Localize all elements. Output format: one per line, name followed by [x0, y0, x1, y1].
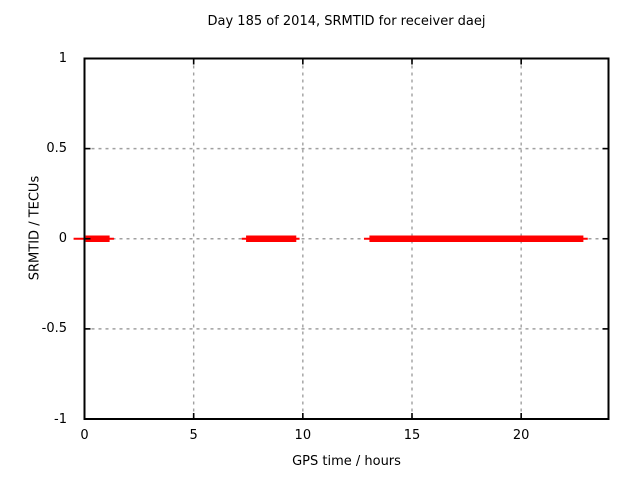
y-tick-label: -1 [54, 411, 67, 427]
x-axis-label: GPS time / hours [292, 454, 401, 469]
x-tick-label: 0 [80, 428, 89, 443]
y-tick-label: 1 [58, 51, 67, 66]
x-tick-label: 20 [512, 428, 530, 443]
chart-title: Day 185 of 2014, SRMTID for receiver dae… [207, 14, 486, 29]
x-tick-label: 5 [189, 428, 198, 443]
y-tick-label: 0 [58, 231, 67, 247]
y-tick-label: -0.5 [41, 321, 67, 337]
x-tick-label: 10 [294, 428, 312, 443]
y-tick-label: 0.5 [46, 141, 67, 157]
x-tick-label: 15 [403, 428, 421, 443]
